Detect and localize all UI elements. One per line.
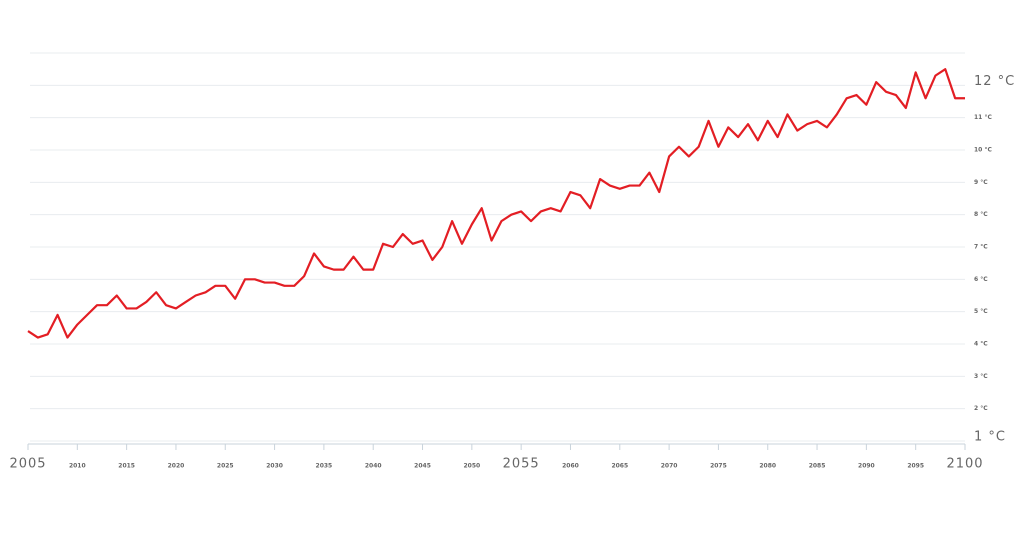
y-tick-label: 7 °C — [974, 244, 988, 251]
x-tick-label: 2095 — [907, 463, 924, 470]
y-tick-label: 4 °C — [974, 341, 988, 348]
x-tick-label: 2085 — [809, 463, 826, 470]
y-tick-label: 3 °C — [974, 373, 988, 380]
x-tick-label: 2015 — [118, 463, 135, 470]
x-tick-label: 2065 — [611, 463, 628, 470]
x-tick-label: 2090 — [858, 463, 875, 470]
x-tick-label: 2010 — [69, 463, 86, 470]
y-tick-label: 12 °C — [974, 74, 1015, 89]
y-tick-label: 9 °C — [974, 179, 988, 186]
x-tick-label: 2040 — [365, 463, 382, 470]
x-tick-label: 2030 — [266, 463, 283, 470]
y-tick-label: 5 °C — [974, 308, 988, 315]
y-tick-label: 2 °C — [974, 405, 988, 412]
y-tick-label: 10 °C — [974, 147, 992, 154]
x-tick-label: 2060 — [562, 463, 579, 470]
x-tick-label: 2070 — [661, 463, 678, 470]
x-tick-label: 2055 — [503, 457, 540, 472]
x-tick-label: 2080 — [759, 463, 776, 470]
x-tick-label: 2020 — [168, 463, 185, 470]
x-tick-label: 2035 — [316, 463, 333, 470]
x-tick-label: 2050 — [463, 463, 480, 470]
x-tick-label: 2025 — [217, 463, 234, 470]
y-tick-label: 1 °C — [974, 430, 1006, 445]
y-tick-label: 11 °C — [974, 114, 992, 121]
x-tick-label: 2045 — [414, 463, 431, 470]
x-tick-label: 2100 — [946, 457, 983, 472]
data-line — [27, 68, 965, 339]
y-tick-label: 6 °C — [974, 276, 988, 283]
x-tick-label: 2075 — [710, 463, 727, 470]
y-tick-label: 8 °C — [974, 211, 988, 218]
x-tick-label: 2005 — [9, 457, 46, 472]
